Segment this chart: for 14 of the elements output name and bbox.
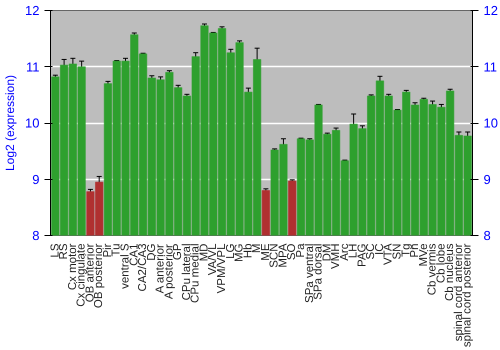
y2-tick-label: 11 (484, 59, 497, 74)
y-tick-label: 10 (25, 116, 40, 130)
y-tick-label: 8 (32, 228, 40, 243)
y2-tick-label: 9 (484, 172, 491, 187)
x-tick-label: OB posterior (93, 243, 106, 308)
y-tick-label: 12 (25, 3, 40, 18)
y2-tick-label: 10 (484, 116, 498, 130)
x-tick-label: Tg (400, 244, 412, 257)
y-tick-label: 9 (32, 172, 40, 187)
y-tick-label: 11 (26, 59, 40, 74)
y2-tick-label: 8 (484, 228, 491, 243)
x-tick-label: spinal cord posterior (462, 243, 474, 348)
y-axis-title: Log2 (expression) (3, 74, 18, 172)
y2-tick-label: 12 (484, 3, 498, 18)
